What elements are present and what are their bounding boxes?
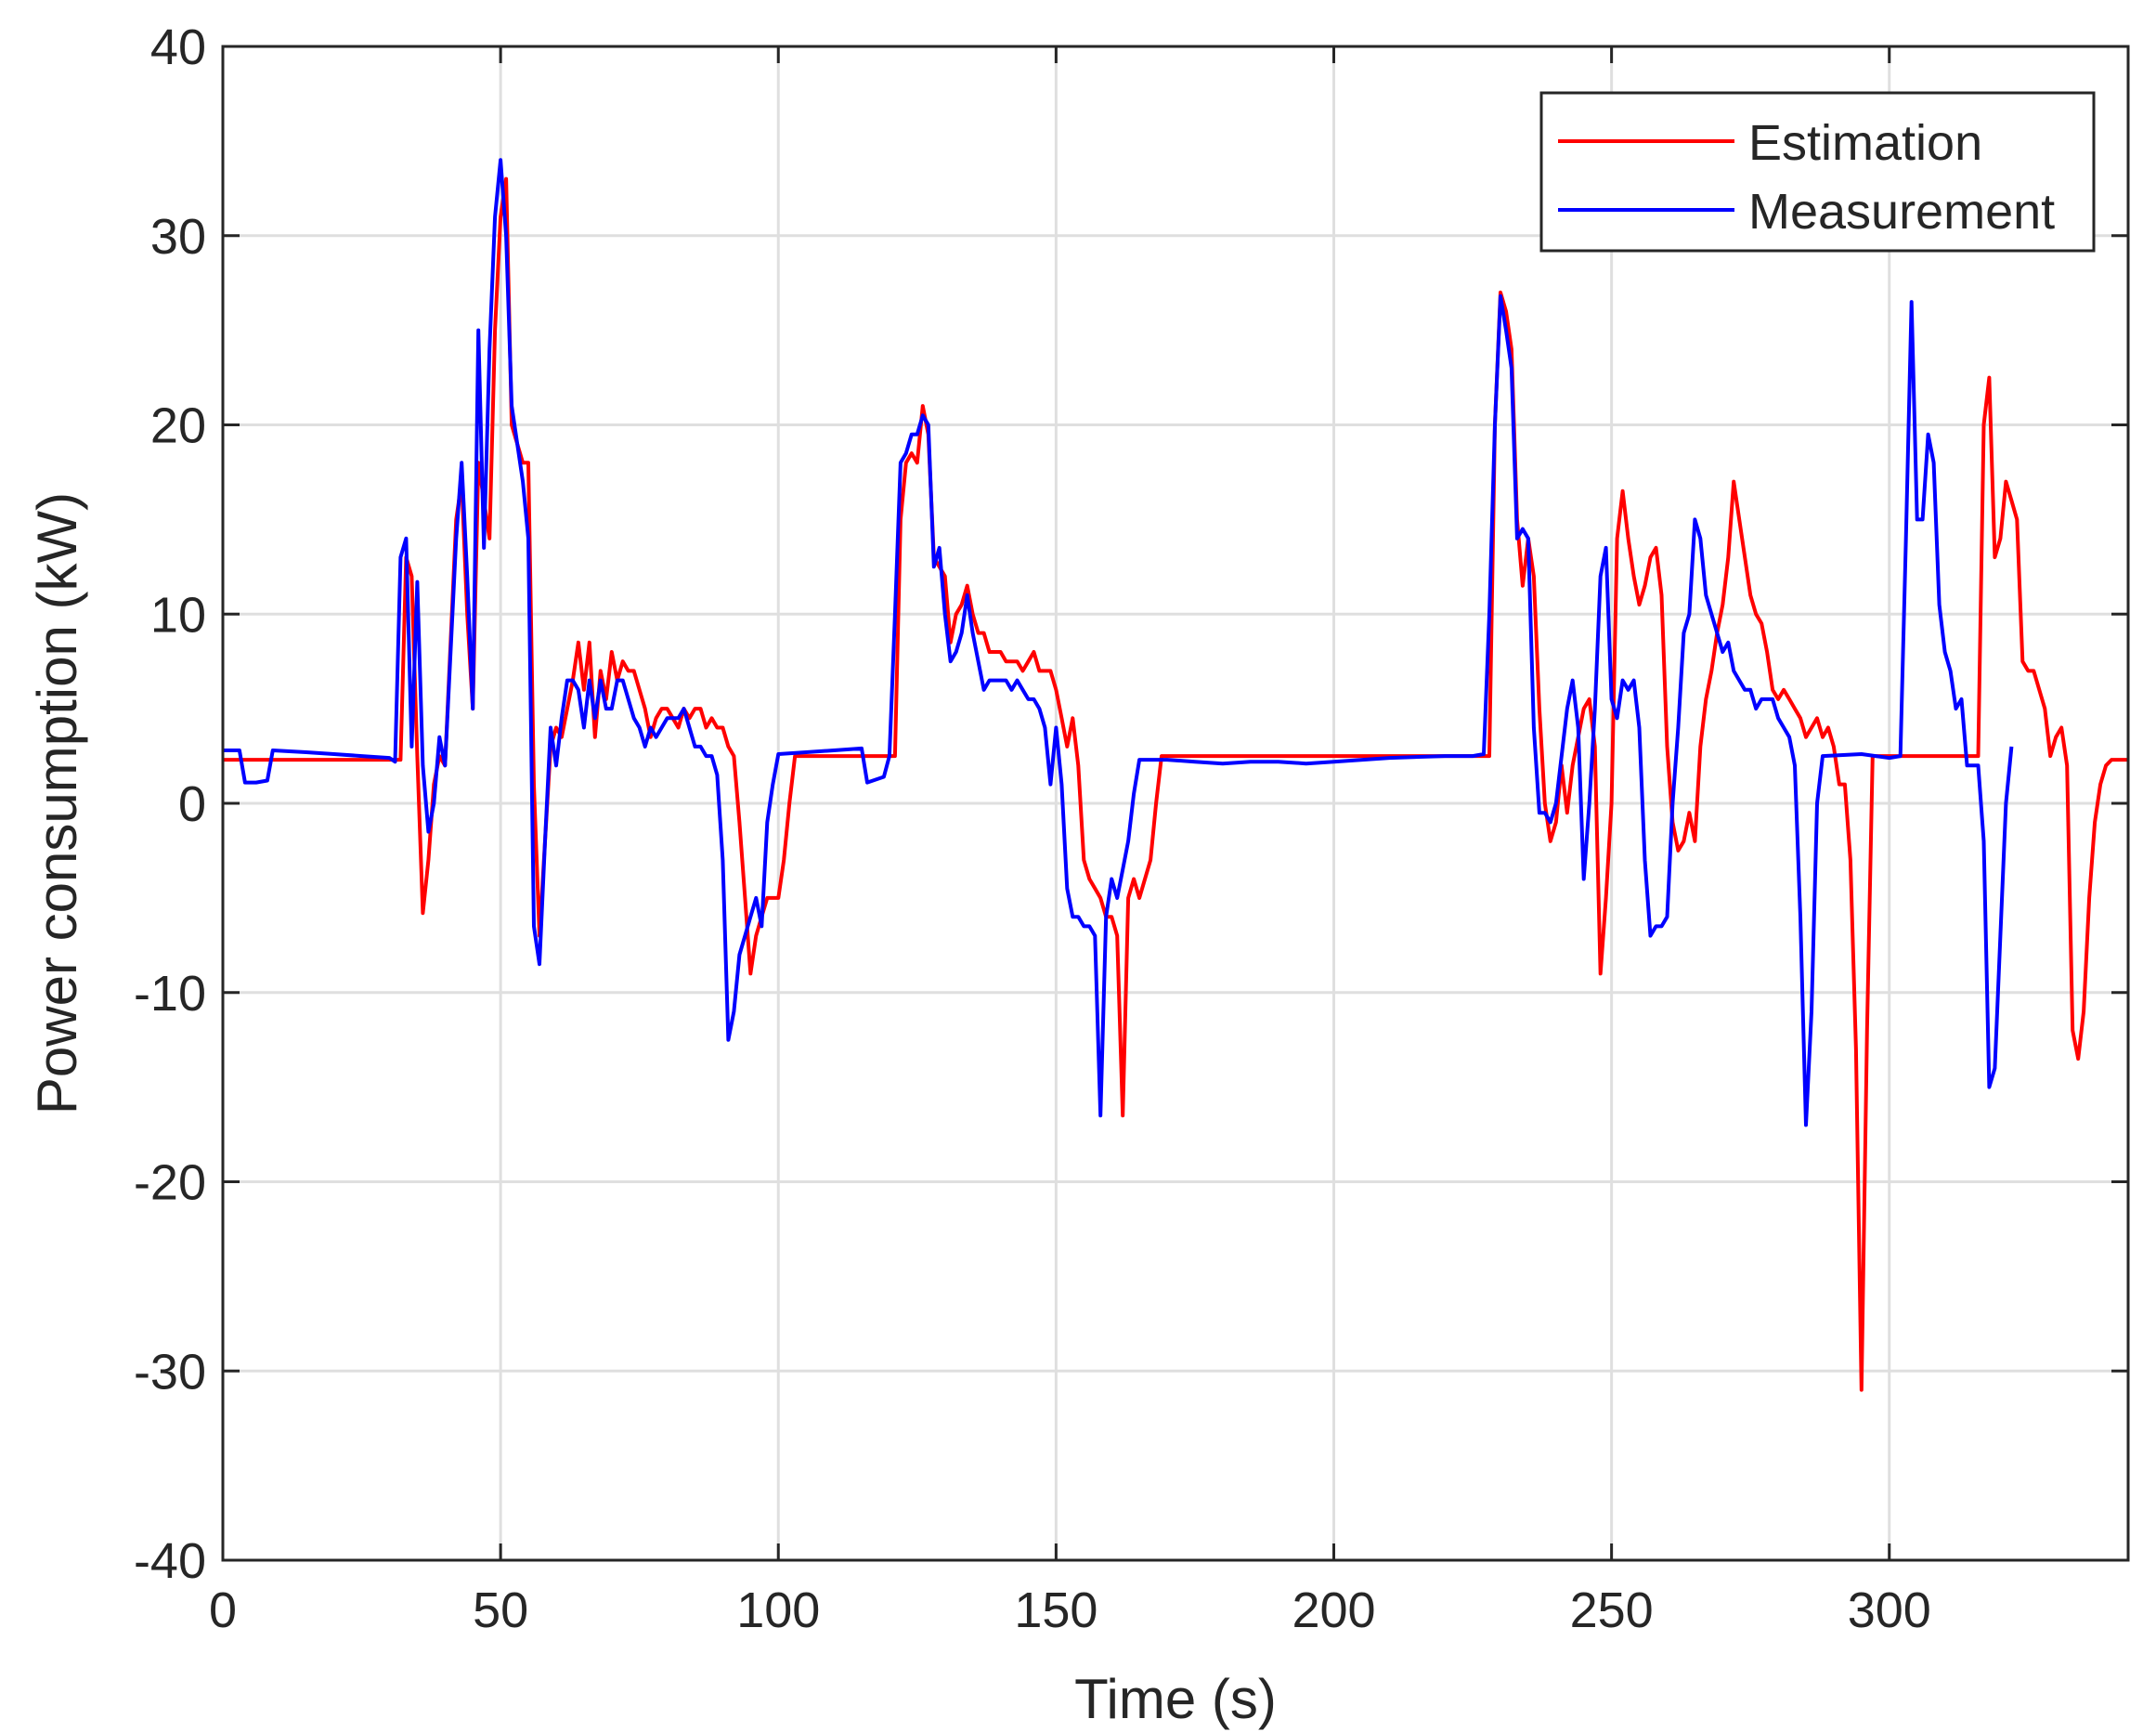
x-axis-label: Time (s) [1074,1668,1277,1730]
legend-label-estimation: Estimation [1748,115,1982,171]
y-tick-label: 30 [150,209,206,265]
legend-box [1539,91,2096,253]
x-tick-label: 150 [1014,1582,1097,1638]
x-tick-label: 50 [473,1582,528,1638]
y-axis-label: Power consumption (kW) [26,492,88,1114]
series-line-measurement [223,158,2014,1127]
x-tick-label: 300 [1848,1582,1931,1638]
y-tick-label: 0 [178,776,206,832]
axis-ticks [221,45,2128,1562]
legend-label-measurement: Measurement [1748,184,2055,240]
series-lines [223,158,2128,1392]
x-tick-label: 200 [1292,1582,1375,1638]
y-tick-labels: -40 -30 -20 -10 0 10 20 30 40 [134,20,206,1589]
x-tick-label: 250 [1570,1582,1654,1638]
y-tick-label: -40 [134,1533,206,1589]
y-tick-label: 10 [150,587,206,643]
y-tick-label: 40 [150,20,206,75]
x-tick-label: 0 [209,1582,237,1638]
y-tick-label: -10 [134,966,206,1022]
x-tick-label: 100 [736,1582,820,1638]
legend: Estimation Measurement [1539,91,2096,253]
y-tick-label: -20 [134,1155,206,1211]
x-tick-labels: 0 50 100 150 200 250 300 [209,1582,1931,1638]
y-tick-label: -30 [134,1344,206,1400]
y-tick-label: 20 [150,398,206,454]
